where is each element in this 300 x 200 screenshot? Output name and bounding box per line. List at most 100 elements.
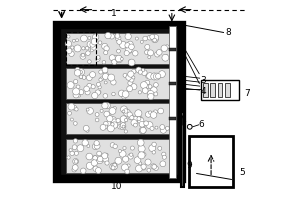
Bar — [66, 103, 170, 134]
Circle shape — [102, 60, 106, 64]
Circle shape — [102, 73, 109, 79]
Circle shape — [98, 41, 102, 44]
Circle shape — [67, 82, 74, 89]
Circle shape — [103, 121, 108, 126]
Circle shape — [90, 49, 93, 52]
Circle shape — [129, 44, 134, 50]
Circle shape — [154, 166, 158, 171]
Circle shape — [67, 156, 70, 159]
Circle shape — [187, 124, 192, 129]
Circle shape — [74, 160, 78, 163]
Circle shape — [73, 139, 78, 143]
Circle shape — [78, 94, 81, 97]
Circle shape — [134, 157, 141, 164]
Circle shape — [94, 141, 99, 146]
Circle shape — [72, 145, 77, 150]
Circle shape — [113, 144, 117, 149]
Circle shape — [85, 46, 89, 50]
Circle shape — [142, 153, 146, 156]
Text: 7: 7 — [244, 89, 250, 98]
Circle shape — [122, 110, 125, 113]
Circle shape — [104, 125, 108, 129]
Circle shape — [160, 127, 167, 133]
Circle shape — [155, 74, 161, 79]
Circle shape — [96, 57, 100, 61]
Circle shape — [107, 125, 114, 132]
Circle shape — [92, 34, 99, 40]
Circle shape — [145, 159, 151, 165]
Circle shape — [148, 111, 152, 114]
Circle shape — [152, 36, 158, 43]
Circle shape — [149, 145, 156, 152]
Circle shape — [80, 71, 82, 74]
Circle shape — [165, 45, 169, 49]
Circle shape — [139, 121, 145, 127]
Circle shape — [85, 90, 90, 95]
Text: 1: 1 — [111, 9, 117, 18]
Circle shape — [102, 67, 108, 73]
Circle shape — [74, 151, 78, 155]
Circle shape — [119, 151, 126, 157]
Circle shape — [87, 83, 92, 88]
Circle shape — [158, 108, 164, 114]
Circle shape — [147, 35, 152, 40]
Circle shape — [154, 83, 158, 87]
Circle shape — [131, 69, 136, 74]
Circle shape — [126, 47, 132, 53]
Circle shape — [152, 151, 155, 154]
Circle shape — [132, 76, 135, 79]
Circle shape — [95, 113, 99, 116]
Circle shape — [127, 112, 132, 117]
Circle shape — [124, 118, 128, 122]
Circle shape — [93, 156, 98, 160]
Circle shape — [160, 125, 165, 130]
Circle shape — [141, 70, 147, 76]
Circle shape — [72, 167, 76, 172]
Bar — [218, 83, 223, 97]
Circle shape — [122, 94, 127, 99]
Bar — [203, 83, 208, 97]
Circle shape — [120, 123, 126, 128]
Circle shape — [105, 32, 111, 39]
Circle shape — [90, 42, 95, 47]
Circle shape — [86, 153, 93, 160]
Circle shape — [115, 157, 122, 164]
Circle shape — [90, 72, 96, 78]
Circle shape — [154, 52, 160, 57]
Circle shape — [130, 116, 134, 120]
Circle shape — [115, 34, 120, 38]
Circle shape — [113, 106, 116, 110]
Circle shape — [161, 45, 167, 52]
Circle shape — [130, 146, 134, 150]
Circle shape — [150, 112, 157, 118]
Circle shape — [125, 169, 130, 174]
Circle shape — [79, 90, 84, 95]
Circle shape — [122, 164, 128, 171]
Circle shape — [144, 121, 148, 126]
Circle shape — [113, 163, 117, 167]
Circle shape — [116, 35, 121, 41]
Circle shape — [145, 44, 150, 49]
Circle shape — [124, 130, 127, 133]
Bar — [210, 83, 215, 97]
Circle shape — [104, 103, 110, 109]
Circle shape — [137, 117, 144, 124]
Circle shape — [148, 85, 152, 88]
Circle shape — [153, 38, 157, 42]
Circle shape — [151, 87, 157, 93]
Bar — [66, 139, 170, 173]
Circle shape — [109, 34, 114, 39]
Circle shape — [88, 60, 91, 63]
Circle shape — [117, 49, 120, 53]
Bar — [201, 80, 239, 100]
Circle shape — [138, 91, 142, 94]
Circle shape — [148, 93, 154, 100]
Text: 8: 8 — [226, 28, 231, 37]
Circle shape — [92, 92, 98, 99]
Circle shape — [103, 94, 108, 98]
Circle shape — [82, 140, 88, 146]
Circle shape — [130, 153, 133, 156]
Circle shape — [111, 55, 118, 62]
Circle shape — [91, 160, 98, 166]
Circle shape — [99, 78, 102, 81]
